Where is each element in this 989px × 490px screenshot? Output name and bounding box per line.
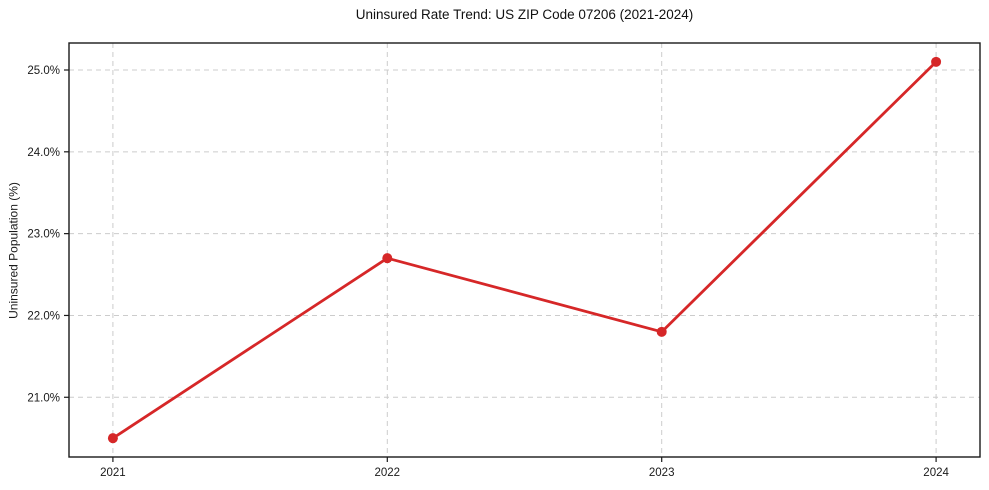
chart-title: Uninsured Rate Trend: US ZIP Code 07206 … bbox=[355, 7, 694, 22]
x-tick-label-2023: 2023 bbox=[649, 467, 675, 479]
x-tick-label-2022: 2022 bbox=[375, 467, 401, 479]
data-point-2023 bbox=[656, 326, 667, 337]
y-tick-label-25.0%: 25.0% bbox=[27, 65, 60, 77]
plot-border bbox=[68, 42, 981, 458]
x-tick-label-2024: 2024 bbox=[923, 467, 949, 479]
y-tick-label-23.0%: 23.0% bbox=[27, 229, 60, 241]
data-point-2021 bbox=[107, 433, 118, 444]
y-tick-label-24.0%: 24.0% bbox=[27, 147, 60, 159]
y-tick-label-22.0%: 22.0% bbox=[27, 310, 60, 322]
trend-line bbox=[111, 60, 938, 440]
y-tick-label-21.0%: 21.0% bbox=[27, 392, 60, 404]
data-point-2022 bbox=[382, 253, 393, 264]
x-tick-label-2021: 2021 bbox=[100, 467, 126, 479]
data-point-2024 bbox=[931, 56, 942, 67]
